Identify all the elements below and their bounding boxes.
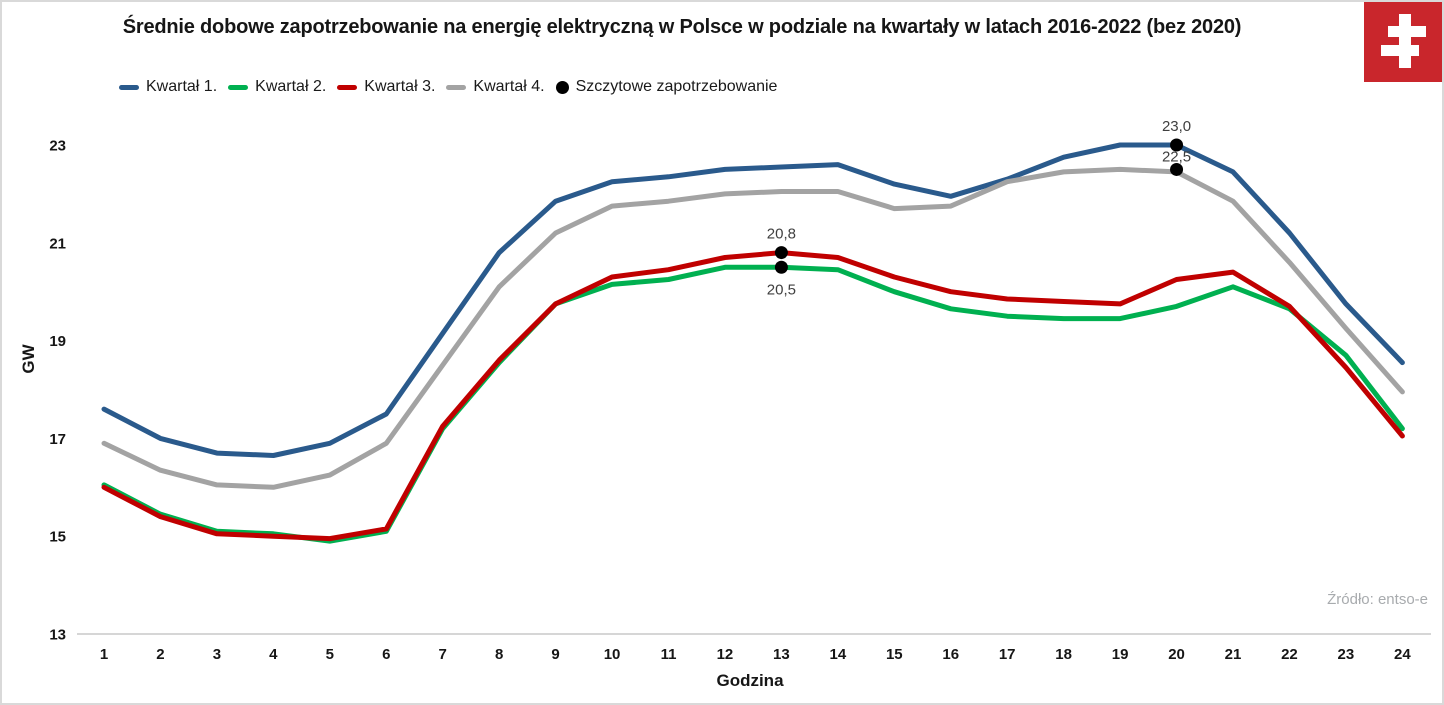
peak-value-label: 22,5 <box>1162 148 1191 165</box>
x-tick-label: 12 <box>717 646 734 663</box>
y-tick-label: 13 <box>49 627 66 644</box>
x-axis-title: Godzina <box>716 671 784 690</box>
y-tick-label: 21 <box>49 235 66 252</box>
page-title: Średnie dobowe zapotrzebowanie na energi… <box>122 16 1242 38</box>
legend-item-kwartał-2: Kwartał 2. <box>228 78 326 96</box>
legend-label: Kwartał 3. <box>364 78 436 95</box>
x-tick-label: 8 <box>495 646 503 663</box>
x-tick-label: 4 <box>269 646 278 663</box>
y-tick-label: 17 <box>49 431 66 448</box>
peak-value-label: 20,5 <box>767 281 796 298</box>
x-tick-label: 16 <box>942 646 959 663</box>
x-tick-label: 2 <box>156 646 164 663</box>
source-caption: Źródło: entso-e <box>1327 591 1428 608</box>
x-tick-label: 7 <box>439 646 447 663</box>
legend-label: Kwartał 4. <box>473 78 545 95</box>
x-tick-label: 15 <box>886 646 903 663</box>
legend-item-kwartał-1: Kwartał 1. <box>119 78 217 96</box>
x-tick-label: 10 <box>604 646 621 663</box>
y-axis-title: GW <box>19 344 38 374</box>
peak-dot-icon <box>1170 162 1184 176</box>
legend-label: Kwartał 2. <box>255 78 327 95</box>
x-tick-label: 1 <box>100 646 108 663</box>
x-tick-label: 5 <box>326 646 334 663</box>
legend-line-marker-icon <box>119 84 139 90</box>
legend-dot-marker-icon <box>555 80 569 94</box>
legend-item-szczytowe-zapotrzebowanie: Szczytowe zapotrzebowanie <box>555 78 778 96</box>
peak-dot-icon <box>1170 138 1184 152</box>
x-tick-label: 13 <box>773 646 790 663</box>
x-tick-label: 22 <box>1281 646 1298 663</box>
x-tick-label: 18 <box>1055 646 1072 663</box>
legend-line-marker-icon <box>337 84 358 90</box>
logo-cross-top-bar <box>1388 26 1426 37</box>
series-line-kwarta-3 <box>101 250 1405 542</box>
series-line-kwarta-2 <box>101 264 1405 544</box>
y-tick-label: 23 <box>49 138 66 155</box>
y-tick-label: 15 <box>49 529 66 546</box>
x-tick-label: 20 <box>1168 646 1185 663</box>
x-tick-label: 24 <box>1394 646 1411 663</box>
x-tick-label: 3 <box>213 646 221 663</box>
x-tick-label: 19 <box>1112 646 1129 663</box>
legend-item-kwartał-4: Kwartał 4. <box>446 78 545 96</box>
peak-value-label: 20,8 <box>767 226 796 243</box>
peak-dot-icon <box>774 260 788 274</box>
x-tick-label: 11 <box>661 646 677 663</box>
legend-line-marker-icon <box>228 84 249 90</box>
legend-line-marker-icon <box>446 84 467 90</box>
peak-value-label: 23,0 <box>1162 118 1191 135</box>
series-line-kwarta-4 <box>101 166 1405 490</box>
legend-item-kwartał-3: Kwartał 3. <box>337 78 435 96</box>
chart-legend: Kwartał 1. Kwartał 2. Kwartał 3. Kwartał 4.… <box>119 78 777 96</box>
peak-dot-icon <box>774 246 788 260</box>
series-line-kwarta-1 <box>101 142 1405 458</box>
y-tick-label: 19 <box>49 333 66 350</box>
legend-label: Szczytowe zapotrzebowanie <box>575 78 778 95</box>
x-tick-label: 21 <box>1225 646 1242 663</box>
x-tick-label: 14 <box>830 646 847 663</box>
x-tick-label: 6 <box>382 646 390 663</box>
x-tick-label: 9 <box>551 646 559 663</box>
x-tick-label: 17 <box>999 646 1016 663</box>
logo-cross-bottom-bar <box>1381 45 1419 56</box>
x-tick-label: 23 <box>1338 646 1355 663</box>
instrat-logo-icon <box>1364 2 1442 82</box>
legend-label: Kwartał 1. <box>146 78 218 95</box>
